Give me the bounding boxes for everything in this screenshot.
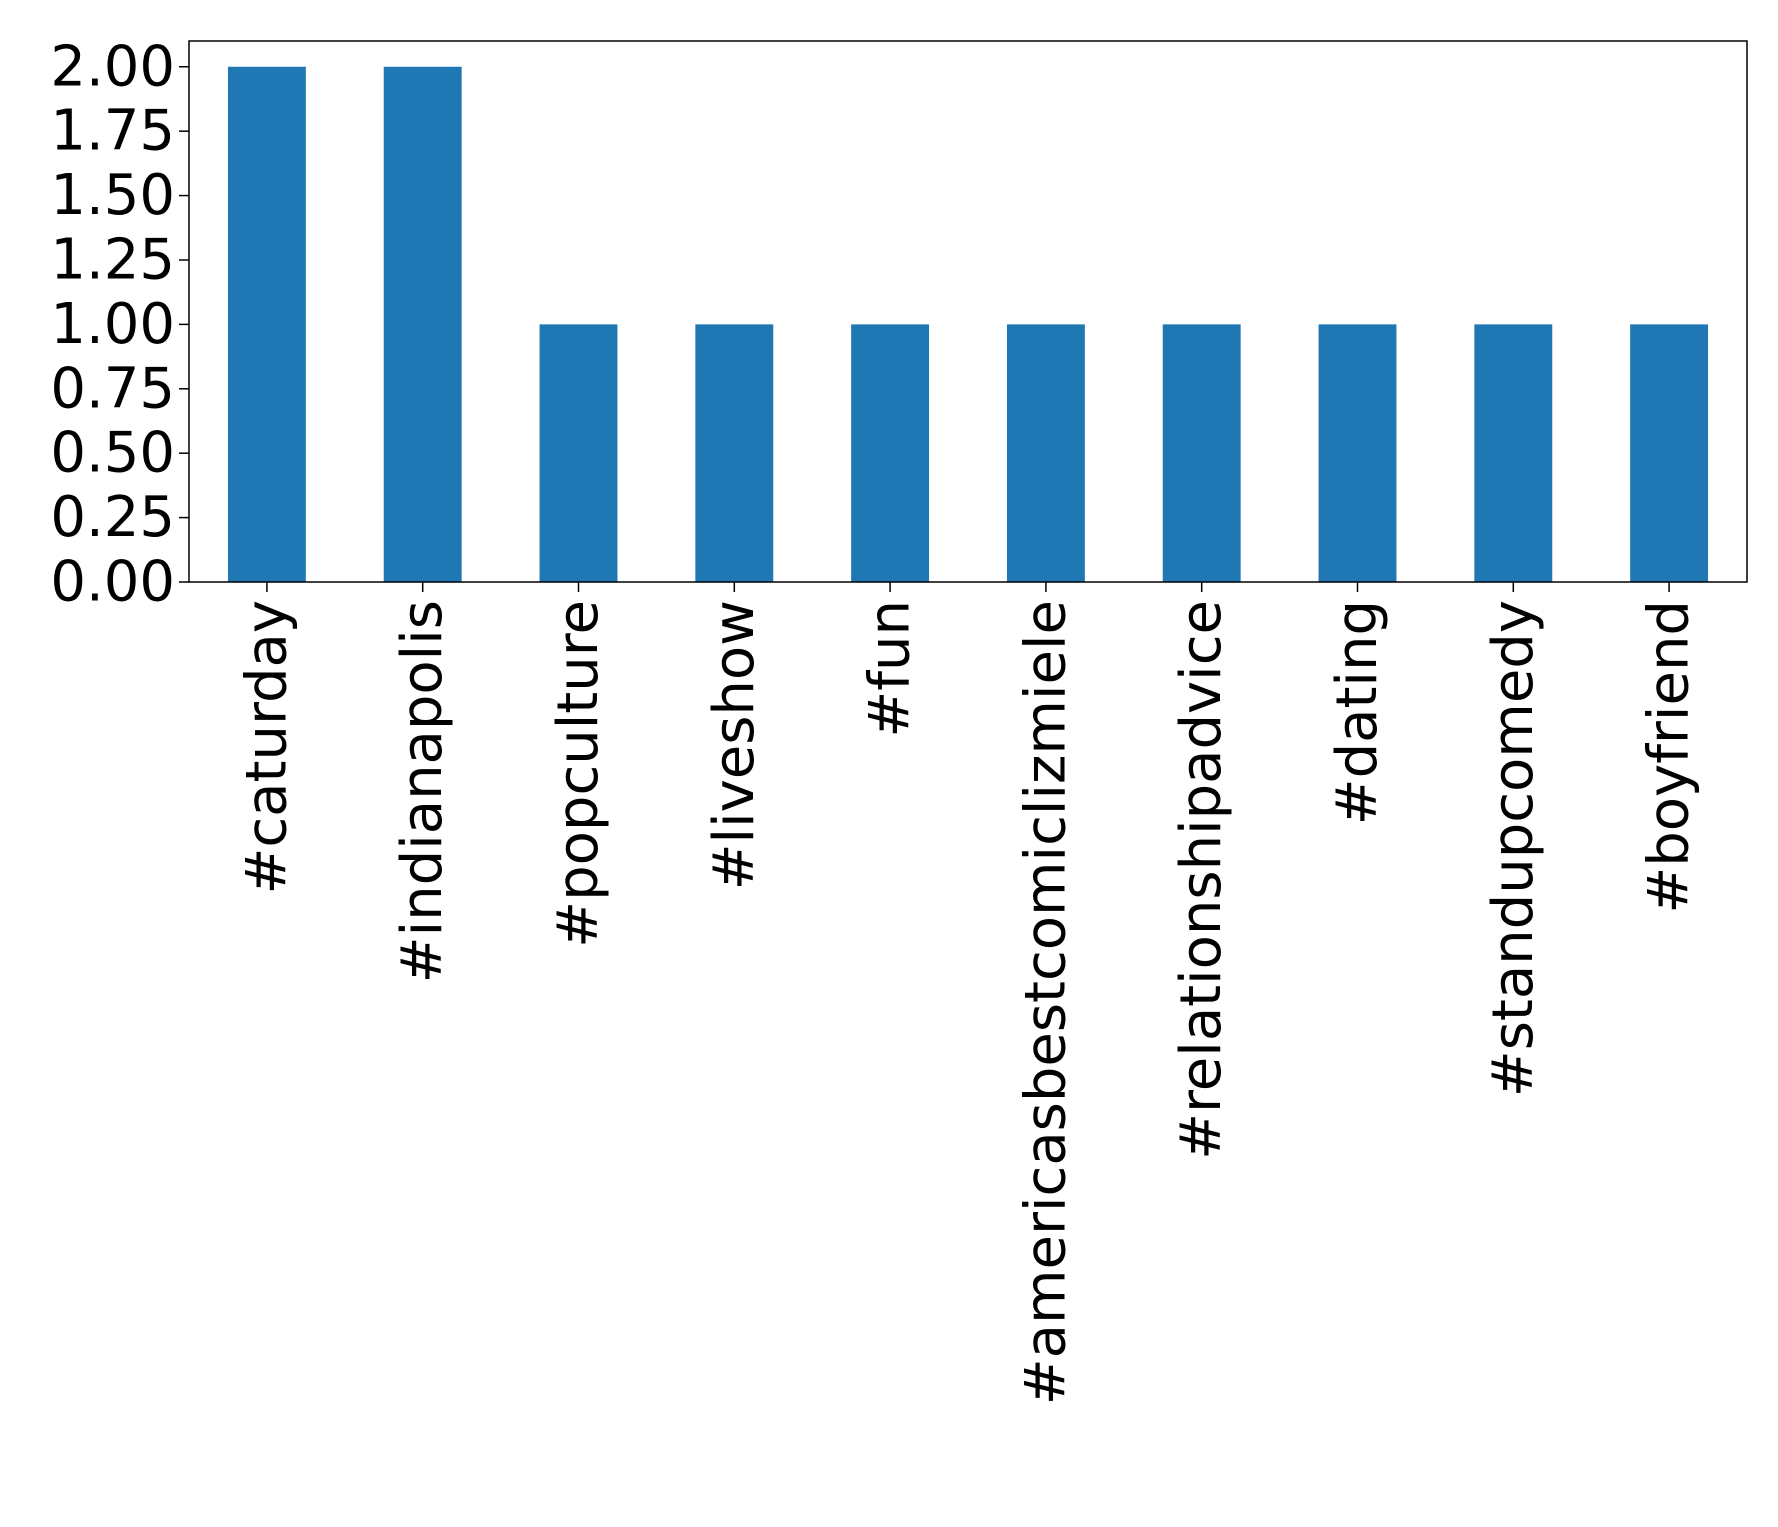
x-tick-label-4: #fun bbox=[858, 600, 923, 738]
bar-5 bbox=[1006, 324, 1085, 582]
x-tick-label-3: #liveshow bbox=[702, 600, 767, 890]
bar-8 bbox=[1474, 324, 1553, 582]
y-tick-label-5: 1.25 bbox=[50, 227, 175, 292]
y-tick-label-8: 2.00 bbox=[50, 34, 175, 99]
bar-3 bbox=[695, 324, 774, 582]
y-tick-label-6: 1.50 bbox=[50, 163, 175, 228]
plot-area-frame bbox=[188, 40, 1748, 583]
y-tick-label-4: 1.00 bbox=[50, 292, 175, 357]
bar-1 bbox=[383, 66, 462, 582]
bars-group bbox=[227, 66, 1709, 582]
bar-6 bbox=[1162, 324, 1241, 582]
bar-0 bbox=[227, 66, 306, 582]
y-tick-label-3: 0.75 bbox=[50, 356, 175, 421]
y-tick-label-0: 0.00 bbox=[50, 550, 175, 615]
bar-4 bbox=[851, 324, 930, 582]
x-tick-label-8: #standupcomedy bbox=[1481, 600, 1546, 1097]
y-tick-label-1: 0.25 bbox=[50, 485, 175, 550]
x-tick-label-9: #boyfriend bbox=[1637, 600, 1702, 914]
x-tick-label-7: #dating bbox=[1325, 600, 1390, 825]
y-axis-ticks: 0.000.250.500.751.001.251.501.752.00 bbox=[50, 34, 189, 615]
x-tick-label-1: #indianapolis bbox=[390, 600, 455, 983]
x-tick-label-5: #americasbestcomiclizmiele bbox=[1013, 600, 1078, 1405]
x-tick-label-6: #relationshipadvice bbox=[1169, 600, 1234, 1160]
x-axis-ticks: #caturday #indianapolis #popculture #livesh… bbox=[234, 582, 1702, 1405]
y-tick-label-2: 0.50 bbox=[50, 421, 175, 486]
bar-9 bbox=[1630, 324, 1709, 582]
x-tick-label-2: #popculture bbox=[546, 600, 611, 948]
bar-2 bbox=[539, 324, 618, 582]
y-tick-label-7: 1.75 bbox=[50, 99, 175, 164]
bar-7 bbox=[1318, 324, 1397, 582]
x-tick-label-0: #caturday bbox=[234, 600, 299, 895]
